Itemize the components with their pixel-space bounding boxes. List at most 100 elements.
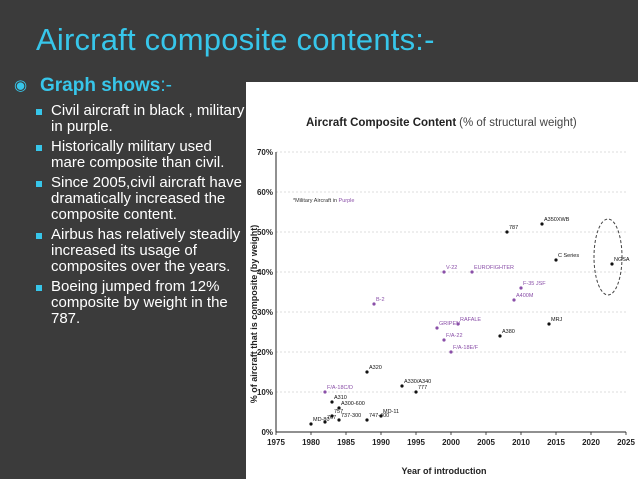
- data-label: EUROFIGHTER: [474, 265, 514, 271]
- data-point: [456, 322, 460, 326]
- square-bullet-icon: [36, 181, 42, 187]
- data-label: A320: [369, 365, 382, 371]
- axes: [275, 152, 627, 435]
- data-label: F/A-18C/D: [327, 385, 353, 391]
- data-label: A350XWB: [544, 217, 570, 223]
- data-point: [442, 270, 446, 274]
- main-bullet: ◉ Graph shows:-: [14, 75, 246, 97]
- sub-bullet: Airbus has relatively steadily increased…: [36, 227, 246, 275]
- data-point: [330, 414, 334, 418]
- data-label: C Series: [558, 253, 579, 259]
- data-point: [379, 414, 383, 418]
- data-label: A400M: [516, 293, 534, 299]
- square-bullet-icon: [36, 233, 42, 239]
- data-label: RAFALE: [460, 317, 481, 323]
- y-tick-label: 30%: [257, 308, 273, 317]
- data-label: B-2: [376, 297, 385, 303]
- data-label: 757: [334, 409, 343, 415]
- tick-labels: 0% 10% 20% 30% 40% 50% 60% 70% 1975 1980 1985 1990 1…: [257, 148, 635, 447]
- data-point: [400, 384, 404, 388]
- sub-bullet: Civil aircraft in black , military in pu…: [36, 103, 246, 135]
- data-point: [498, 334, 502, 338]
- data-label: MRJ: [551, 317, 563, 323]
- x-axis-label: Year of introduction: [401, 466, 486, 476]
- data-label: 767: [327, 415, 336, 421]
- data-point: [449, 350, 453, 354]
- sub-bullet: Historically military used mare composit…: [36, 139, 246, 171]
- chart-title: Aircraft Composite Content (% of structur…: [306, 117, 577, 129]
- data-point: [540, 222, 544, 226]
- data-point: [309, 422, 313, 426]
- data-point: [330, 400, 334, 404]
- y-tick-label: 70%: [257, 148, 273, 157]
- y-tick-label: 20%: [257, 348, 273, 357]
- target-bullet-icon: ◉: [14, 77, 28, 94]
- slide-title: Aircraft composite contents:-: [36, 22, 435, 57]
- square-bullet-icon: [36, 285, 42, 291]
- y-axis-label: % of aircraft that is composite (by weig…: [249, 225, 259, 404]
- data-label: F/A-18E/F: [453, 345, 479, 351]
- sub-bullet: Since 2005,civil aircraft have dramatica…: [36, 175, 246, 223]
- data-point: [554, 258, 558, 262]
- y-tick-label: 50%: [257, 228, 273, 237]
- data-label: F-35 JSF: [523, 281, 546, 287]
- data-label: 747-400: [369, 413, 389, 419]
- x-tick-label: 2015: [547, 438, 565, 447]
- data-label: A310: [334, 395, 347, 401]
- square-bullet-icon: [36, 145, 42, 151]
- x-tick-label: 2000: [442, 438, 460, 447]
- data-point: [512, 298, 516, 302]
- data-label: F/A-22: [446, 333, 463, 339]
- sub-bullet: Boeing jumped from 12% composite by weig…: [36, 279, 246, 327]
- legend: *Military Aircraft in Purple: [293, 198, 354, 204]
- x-tick-label: 2005: [477, 438, 495, 447]
- x-tick-label: 2020: [582, 438, 600, 447]
- x-tick-label: 2010: [512, 438, 530, 447]
- x-tick-label: 1985: [337, 438, 355, 447]
- chart-panel: Aircraft Composite Content (% of structur…: [246, 82, 638, 479]
- data-point: [610, 262, 614, 266]
- data-label: A380: [502, 329, 515, 335]
- square-bullet-icon: [36, 109, 42, 115]
- y-tick-label: 60%: [257, 188, 273, 197]
- x-tick-label: 1980: [302, 438, 320, 447]
- x-tick-label: 1995: [407, 438, 425, 447]
- data-point: [372, 302, 376, 306]
- bullet-list: ◉ Graph shows:- Civil aircraft in black …: [14, 75, 246, 331]
- data-label: 777: [418, 385, 427, 391]
- data-label: MD-80: [313, 417, 330, 423]
- data-point: [337, 418, 341, 422]
- x-tick-label: 1975: [267, 438, 285, 447]
- data-point: [470, 270, 474, 274]
- x-tick-label: 2025: [617, 438, 635, 447]
- data-point: [414, 390, 418, 394]
- ngsa-highlight-ring: [593, 218, 623, 296]
- data-point: [547, 322, 551, 326]
- data-point: [505, 230, 509, 234]
- main-bullet-text: Graph shows:-: [40, 75, 172, 96]
- data-label: 787: [509, 225, 518, 231]
- y-tick-label: 40%: [257, 268, 273, 277]
- data-label: GRIPEN: [439, 321, 460, 327]
- sub-bullet-list: Civil aircraft in black , military in pu…: [36, 103, 246, 327]
- data-point: [435, 326, 439, 330]
- data-point: [519, 286, 523, 290]
- data-label: MD-11: [383, 409, 399, 415]
- y-tick-label: 0%: [261, 428, 273, 437]
- y-tick-label: 10%: [257, 388, 273, 397]
- data-label: 737-300: [341, 413, 361, 419]
- data-point: [365, 418, 369, 422]
- data-label: A300-600: [341, 401, 365, 407]
- data-point: [442, 338, 446, 342]
- data-label: V-22: [446, 265, 457, 271]
- x-tick-label: 1990: [372, 438, 390, 447]
- data-label: A330/A340: [404, 379, 431, 385]
- data-point: [337, 406, 341, 410]
- composite-content-chart: Aircraft Composite Content (% of structur…: [249, 117, 635, 476]
- data-point: [323, 420, 327, 424]
- data-point: [323, 390, 327, 394]
- grid: [276, 151, 626, 393]
- data-label: NGSA: [614, 257, 630, 263]
- data-point: [365, 370, 369, 374]
